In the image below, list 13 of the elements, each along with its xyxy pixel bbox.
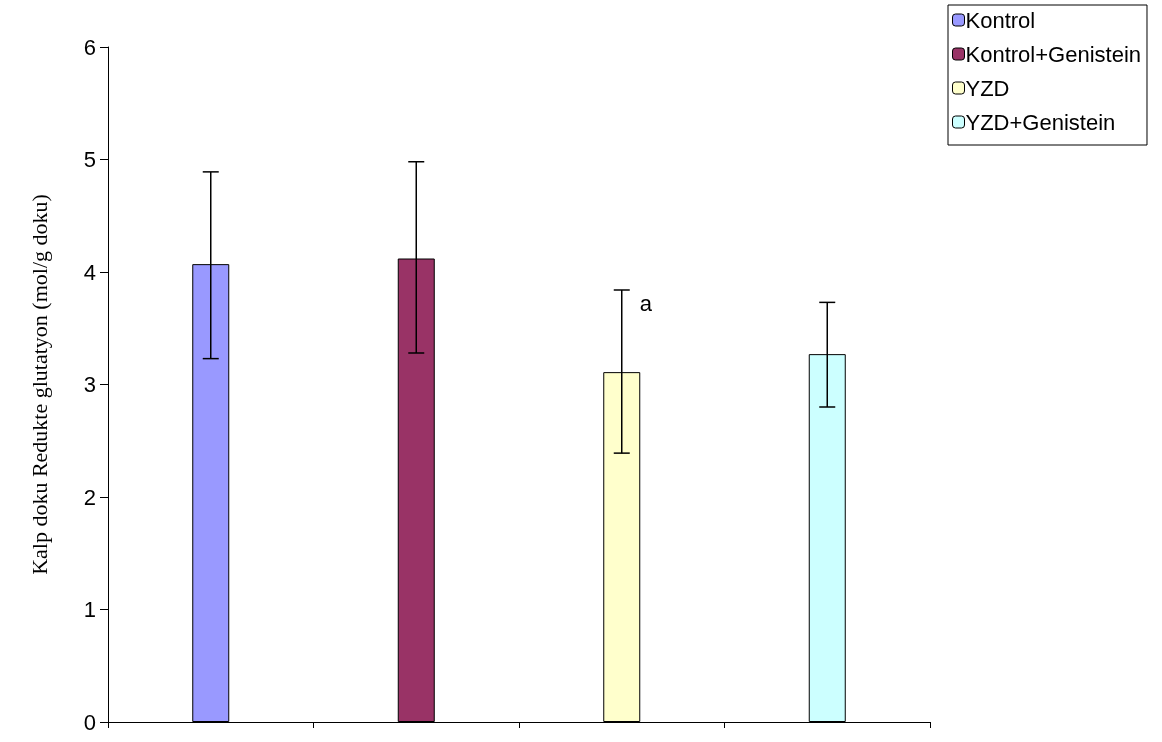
legend-label: Kontrol xyxy=(965,7,1036,33)
y-tick-label: 1 xyxy=(83,597,96,622)
legend-label: Kontrol+Genistein xyxy=(965,41,1141,67)
data-label: a xyxy=(639,290,653,316)
y-tick-label: 0 xyxy=(83,709,96,735)
y-tick-label: 6 xyxy=(83,34,96,60)
y-axis-title: Kalp doku Redukte glutatyon (mol/g doku) xyxy=(26,194,52,575)
y-tick-label: 4 xyxy=(83,259,96,285)
y-tick-label: 3 xyxy=(83,372,96,397)
y-tick-label: 5 xyxy=(83,147,96,172)
legend-label: YZD+Genistein xyxy=(965,109,1116,135)
legend-label: YZD xyxy=(965,75,1010,101)
y-tick-label: 2 xyxy=(83,484,96,510)
